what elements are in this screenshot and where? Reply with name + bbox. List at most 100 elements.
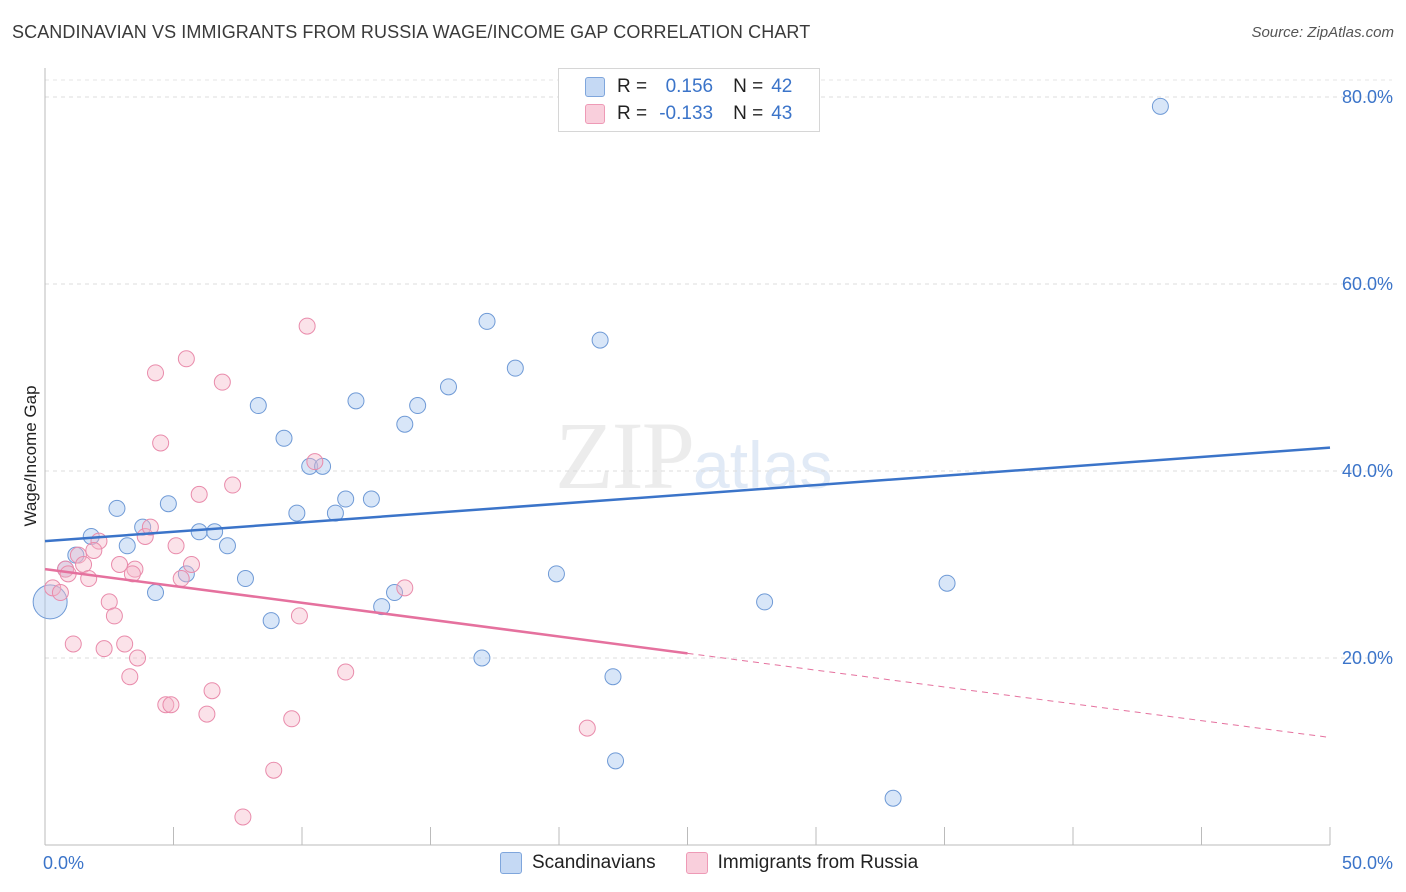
russia-point: [64, 635, 82, 653]
legend-swatch-pink: [585, 104, 605, 124]
russia-point: [190, 485, 208, 503]
scandinavian-point: [473, 649, 491, 667]
russia-point: [182, 556, 200, 573]
legend-swatch-blue: [585, 77, 605, 97]
series-swatch-blue: [500, 852, 522, 874]
scandinavian-point: [1151, 97, 1169, 115]
scandinavian-point: [373, 598, 391, 616]
scandinavian-point: [108, 499, 126, 517]
scandinavian-point: [547, 565, 565, 583]
scandinavians-trend-line: [44, 446, 1331, 543]
russia-point: [51, 584, 69, 602]
legend-r-label: R =: [617, 103, 648, 124]
axes: [44, 68, 1331, 846]
russia-point: [578, 719, 596, 737]
russia-point: [265, 761, 283, 779]
russia-point: [290, 607, 308, 625]
russia-point: [337, 663, 355, 681]
russia-point: [224, 476, 242, 494]
russia-point: [283, 710, 301, 728]
russia-point: [126, 560, 144, 578]
watermark-zip: ZIP: [555, 402, 695, 509]
russia-trend-extension: [687, 652, 1331, 738]
legend-r-value: 0.156: [665, 76, 714, 97]
data-points: [32, 97, 1169, 826]
series-label: Scandinavians: [532, 852, 656, 873]
russia-point: [298, 317, 316, 335]
russia-point: [167, 537, 185, 555]
russia-point: [157, 696, 175, 714]
series-legend: Scandinavians Immigrants from Russia: [500, 852, 948, 874]
series-legend-russia[interactable]: Immigrants from Russia: [685, 852, 919, 874]
russia-point: [172, 570, 190, 588]
russia-point: [198, 705, 216, 723]
scandinavian-point: [206, 523, 224, 541]
scandinavian-point: [478, 312, 496, 330]
tick-labels: 20.0% 40.0% 60.0% 80.0% 0.0% 50.0% Wage/Income…: [21, 87, 1393, 873]
scandinavian-point: [347, 392, 365, 410]
scandinavian-point: [396, 415, 414, 433]
scandinavian-point: [884, 789, 902, 807]
scandinavian-point: [506, 359, 524, 377]
russia-point: [203, 682, 221, 700]
legend-n-label: N =: [733, 103, 764, 124]
scandinavian-point: [288, 504, 306, 522]
y-tick-label: 40.0%: [1342, 461, 1393, 481]
russia-point: [141, 518, 159, 536]
russia-point: [116, 635, 134, 653]
legend-n-label: N =: [733, 76, 764, 97]
russia-point: [396, 579, 414, 597]
legend-r-label: R =: [617, 76, 648, 97]
russia-point: [162, 696, 180, 714]
scandinavian-point: [756, 593, 774, 611]
russia-point: [95, 640, 113, 658]
series-swatch-pink: [685, 852, 708, 874]
chart-title: SCANDINAVIAN VS IMMIGRANTS FROM RUSSIA W…: [12, 22, 811, 42]
russia-point: [121, 668, 139, 686]
scandinavian-point: [439, 378, 457, 396]
russia-point: [234, 808, 252, 826]
russia-point: [105, 607, 123, 625]
russia-trend-line: [44, 567, 688, 655]
x-tick-label: 50.0%: [1342, 853, 1393, 873]
scandinavian-point: [118, 537, 136, 555]
russia-point: [213, 373, 231, 391]
scandinavian-point: [301, 457, 319, 475]
x-tick-label: 0.0%: [43, 853, 84, 873]
correlation-legend: R = 0.156 N = 42 R = -0.133 N = 43: [558, 68, 820, 132]
russia-point: [147, 364, 165, 382]
y-tick-label: 60.0%: [1342, 274, 1393, 294]
legend-n-value: 43: [771, 103, 793, 124]
legend-row-russia: R = -0.133 N = 43: [585, 101, 792, 127]
scandinavian-point: [409, 397, 427, 415]
russia-point: [306, 453, 324, 471]
legend-row-scandinavians: R = 0.156 N = 42: [585, 74, 792, 100]
scandinavian-point: [591, 331, 609, 349]
watermark: ZIPatlas: [555, 400, 832, 511]
y-tick-label: 20.0%: [1342, 648, 1393, 668]
scandinavian-point: [159, 495, 177, 513]
russia-point: [111, 556, 129, 573]
russia-point: [129, 649, 147, 667]
scandinavian-point: [362, 490, 380, 508]
legend-n-value: 42: [771, 76, 793, 97]
russia-point: [69, 546, 87, 564]
scandinavian-point: [337, 490, 355, 508]
trend-lines: [44, 446, 1331, 738]
russia-point: [152, 434, 170, 452]
russia-point: [177, 350, 195, 368]
scandinavian-point: [607, 752, 625, 770]
scandinavian-point: [249, 397, 267, 415]
scandinavian-point: [236, 570, 254, 588]
scandinavian-point: [147, 584, 165, 602]
legend-r-value: -0.133: [659, 103, 714, 124]
y-tick-label: 80.0%: [1342, 87, 1393, 107]
scandinavian-point: [262, 612, 280, 630]
series-legend-scandinavians[interactable]: Scandinavians: [500, 852, 656, 874]
scandinavian-point: [218, 537, 236, 555]
series-label: Immigrants from Russia: [717, 852, 919, 873]
scandinavian-point: [938, 574, 956, 592]
scandinavian-point: [604, 668, 622, 686]
chart-source: Source: ZipAtlas.com: [1251, 24, 1394, 41]
